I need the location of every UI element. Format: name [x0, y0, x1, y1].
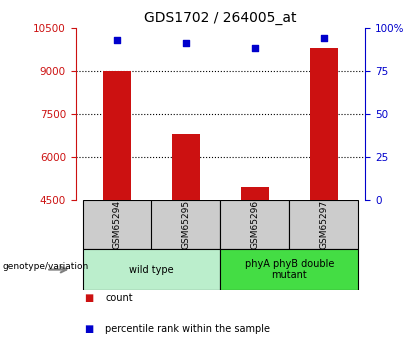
Bar — [220, 249, 359, 290]
Text: GSM65294: GSM65294 — [113, 200, 121, 249]
Point — [252, 46, 258, 51]
Text: count: count — [105, 293, 133, 303]
Text: wild type: wild type — [129, 265, 174, 275]
Point — [183, 40, 189, 46]
Bar — [310, 48, 338, 200]
Bar — [82, 200, 152, 249]
Text: GSM65295: GSM65295 — [181, 200, 191, 249]
Text: ■: ■ — [84, 293, 93, 303]
Text: ■: ■ — [84, 324, 93, 334]
Bar — [241, 187, 269, 200]
Bar — [103, 71, 131, 200]
Text: GSM65297: GSM65297 — [320, 200, 328, 249]
Bar — [82, 249, 220, 290]
Text: percentile rank within the sample: percentile rank within the sample — [105, 324, 270, 334]
Bar — [152, 200, 220, 249]
Text: GSM65296: GSM65296 — [250, 200, 260, 249]
Title: GDS1702 / 264005_at: GDS1702 / 264005_at — [144, 11, 297, 25]
Point — [114, 37, 121, 42]
Bar — [172, 134, 200, 200]
Text: phyA phyB double
mutant: phyA phyB double mutant — [245, 259, 334, 280]
Point — [320, 35, 327, 41]
Bar — [220, 200, 289, 249]
Bar — [289, 200, 359, 249]
Text: genotype/variation: genotype/variation — [2, 262, 88, 271]
